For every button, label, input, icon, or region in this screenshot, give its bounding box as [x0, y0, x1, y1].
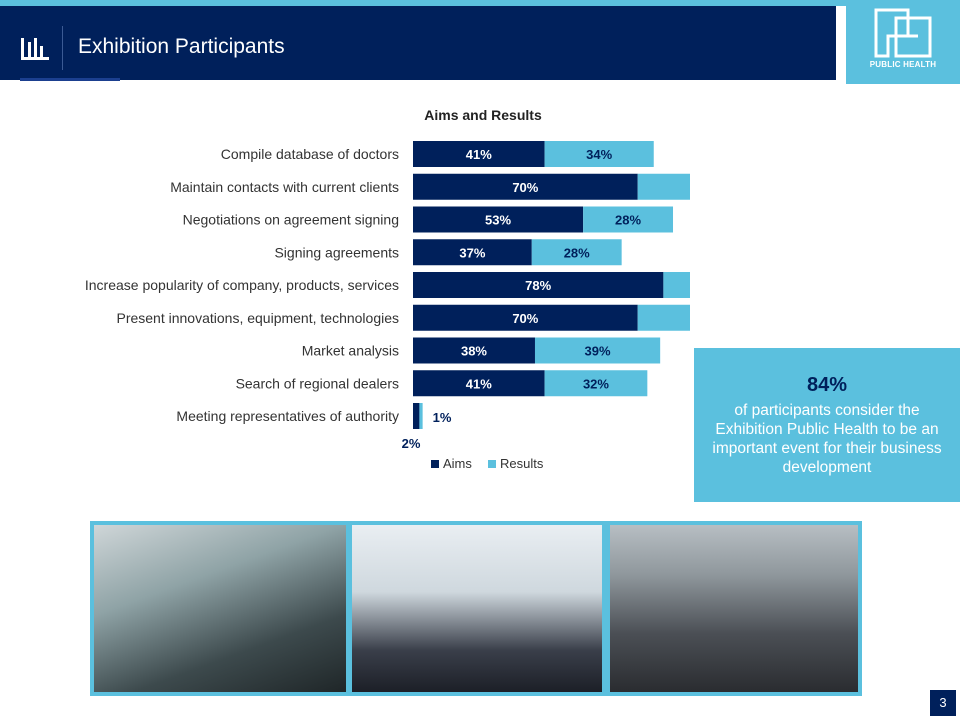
bar-results: [531, 239, 622, 266]
stat-text: of participants consider the Exhibition …: [712, 402, 942, 476]
bar-aims: [413, 173, 638, 200]
header-top-strip: [0, 0, 960, 6]
page-number: 3: [930, 690, 956, 716]
bar-aims: [413, 272, 664, 298]
header-bar: Exhibition Participants: [0, 6, 836, 80]
logo-mark-icon: [874, 8, 932, 58]
data-label-results: 1%: [433, 410, 452, 425]
bar-aims: [413, 403, 420, 429]
data-label-aims: 41%: [466, 376, 492, 391]
header-accent-line: [20, 78, 120, 81]
stat-value: 84%: [806, 374, 848, 396]
data-label-results: 28%: [564, 245, 590, 260]
category-label: Compile database of doctors: [221, 146, 399, 162]
legend-swatch-aims: [431, 460, 439, 468]
category-label: Search of regional dealers: [236, 375, 399, 391]
data-label-aims: 37%: [459, 245, 485, 260]
bar-results: [583, 206, 674, 233]
stat-callout: 84% of participants consider the Exhibit…: [694, 348, 960, 502]
page-title: Exhibition Participants: [78, 35, 285, 58]
legend-label-results: Results: [500, 456, 544, 471]
data-label-aims: 70%: [512, 311, 538, 326]
data-label-results: 28%: [615, 213, 641, 228]
bar-aims: [413, 304, 638, 331]
legend-label-aims: Aims: [443, 456, 472, 471]
aims-results-chart: Aims and Results Compile database of doc…: [85, 107, 690, 471]
bar-aims: [413, 370, 545, 397]
category-label: Negotiations on agreement signing: [183, 212, 399, 228]
bar-chart-icon: [21, 38, 49, 60]
data-label-results: 39%: [585, 344, 611, 359]
header-separator: [62, 26, 63, 70]
data-label-aims: 53%: [485, 213, 511, 228]
bar-aims: [413, 337, 535, 364]
category-label: Signing agreements: [274, 244, 399, 260]
logo-text: PUBLIC HEALTH: [869, 60, 937, 69]
bar-results: [637, 173, 690, 200]
bar-results: [534, 337, 661, 364]
category-label: Meeting representatives of authority: [176, 408, 399, 424]
bar-results: [419, 403, 423, 429]
bar-results: [637, 304, 690, 331]
chart-legend: Aims Results: [431, 456, 544, 471]
bar-aims: [413, 141, 545, 167]
data-label-aims: 2%: [402, 436, 421, 451]
data-label-results: 32%: [583, 376, 609, 391]
bar-results: [544, 370, 648, 397]
category-label: Present innovations, equipment, technolo…: [116, 310, 399, 326]
exhibition-group-photo: [348, 521, 606, 696]
data-label-aims: 70%: [512, 180, 538, 195]
data-label-aims: 38%: [461, 344, 487, 359]
data-label-aims: 41%: [466, 147, 492, 162]
public-health-logo: PUBLIC HEALTH: [846, 0, 960, 84]
bar-aims: [413, 206, 584, 233]
bar-results: [663, 272, 690, 298]
bar-results: [544, 141, 654, 167]
legend-swatch-results: [488, 460, 496, 468]
category-label: Increase popularity of company, products…: [85, 277, 399, 293]
category-label: Maintain contacts with current clients: [170, 179, 399, 195]
bar-aims: [413, 239, 532, 266]
chart-title: Aims and Results: [424, 107, 542, 123]
data-label-results: 34%: [586, 147, 612, 162]
exhibition-hall-photo: [90, 521, 350, 696]
data-label-aims: 78%: [525, 278, 551, 293]
category-label: Market analysis: [302, 343, 399, 359]
conference-audience-photo: [606, 521, 862, 696]
